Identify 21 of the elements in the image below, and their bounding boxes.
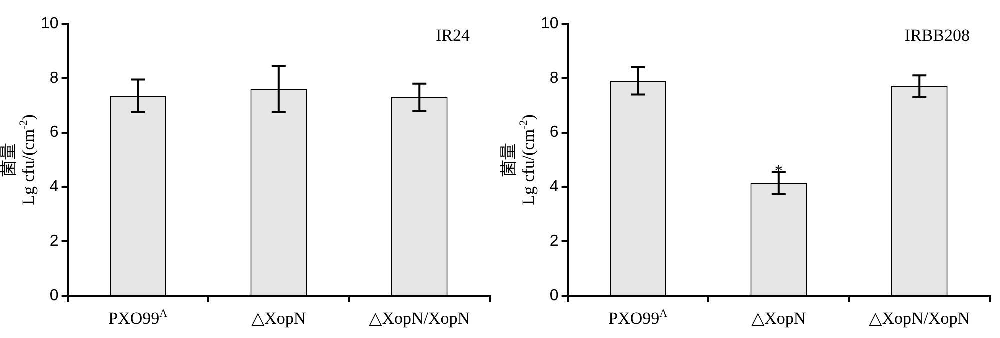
y-tick-label: 4: [50, 178, 59, 196]
chart-title: IRBB208: [904, 26, 970, 45]
y-tick-label: 8: [550, 70, 559, 87]
y-tick-label: 2: [50, 233, 59, 250]
annotation: *: [774, 163, 783, 180]
y-tick-label: 10: [541, 15, 559, 32]
y-axis-title: 菌量 Lg cfu/(cm-2): [499, 114, 538, 206]
y-tick-label: 0: [550, 287, 559, 304]
y-tick-label: 0: [50, 287, 59, 304]
chart-title: IR24: [436, 26, 470, 45]
y-tick-label: 6: [550, 124, 559, 142]
y-tick-label: 2: [550, 233, 559, 250]
y-tick-label: 4: [550, 178, 559, 196]
x-tick-label: △XopN/XopN: [869, 309, 970, 328]
x-tick-label: △XopN: [252, 309, 306, 328]
y-tick-label: 6: [50, 124, 59, 142]
y-tick-label: 8: [50, 70, 59, 87]
x-tick-label: △XopN/XopN: [369, 309, 470, 328]
x-tick-label: △XopN: [752, 309, 806, 328]
y-axis-title: 菌量 Lg cfu/(cm-2): [0, 114, 38, 206]
y-tick-label: 10: [41, 15, 59, 32]
